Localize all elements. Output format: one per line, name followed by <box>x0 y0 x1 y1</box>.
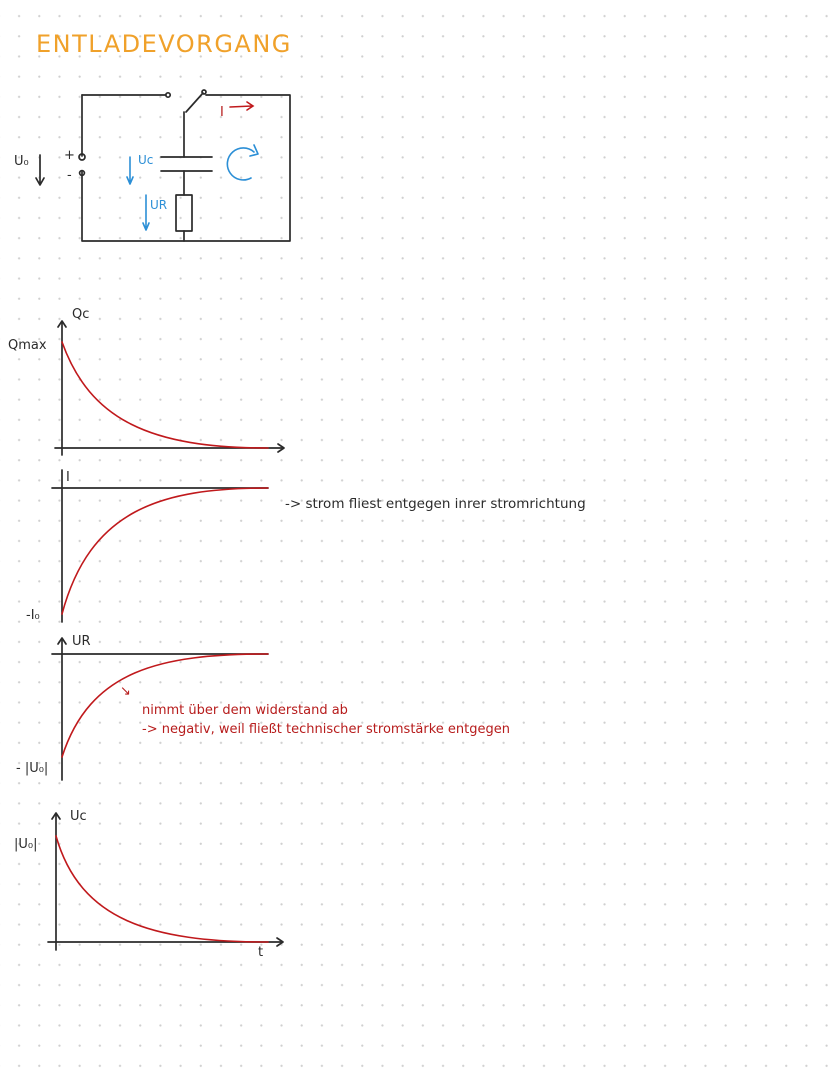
graph-qc-y-label: Qc <box>72 307 90 322</box>
resistor <box>175 194 193 232</box>
graph-qc-y-arrow <box>57 320 67 328</box>
graph-ur-curve <box>61 653 269 758</box>
terminal-minus <box>78 169 86 177</box>
terminal-plus <box>78 153 86 161</box>
source-arrow <box>35 154 45 186</box>
graph-qc-curve <box>61 341 269 449</box>
switch-lever <box>185 92 204 113</box>
graph-uc-x-arrow <box>276 937 284 947</box>
graph-qc-y-value: Qmax <box>8 338 47 353</box>
uc-label: Uc <box>138 153 154 167</box>
graph-ur-note-line1: nimmt über dem widerstand ab <box>142 703 348 718</box>
circuit-wire-top-right <box>81 94 291 242</box>
switch-contact <box>164 91 172 99</box>
graph-ur-note-arrow: ↘ <box>120 684 131 699</box>
ur-arrow <box>142 194 150 231</box>
circuit-diagram <box>35 89 291 242</box>
graph-i-y-value: -I₀ <box>26 608 40 623</box>
graph-ur-note-line2: -> negativ, weil fließt technischer stro… <box>142 722 511 737</box>
graph-i-note: -> strom fliest entgegen inrer stromrich… <box>285 496 586 512</box>
graph-uc-x-label: t <box>258 945 264 960</box>
uc-arrow <box>126 156 134 185</box>
graph-uc-curve <box>55 835 269 943</box>
source-voltage-label: U₀ <box>14 154 29 169</box>
graph-uc <box>47 812 284 951</box>
graph-qc-x-arrow <box>277 443 285 453</box>
graph-uc-y-arrow <box>51 812 61 820</box>
graph-i-y-label: I <box>66 470 70 485</box>
graph-uc-y-label: Uc <box>70 809 87 824</box>
graph-i <box>51 469 269 623</box>
page-title: ENTLADEVORGANG <box>36 30 292 58</box>
graph-uc-y-value: |U₀| <box>14 837 38 852</box>
terminal-minus-label: - <box>67 168 72 183</box>
loop-arrow <box>226 147 255 181</box>
current-label: I <box>220 105 224 120</box>
current-arrow <box>229 101 255 111</box>
terminal-plus-label: + <box>64 148 75 163</box>
ur-label: UR <box>150 198 168 212</box>
graph-ur-y-value: - |U₀| <box>16 761 49 776</box>
graph-ur-y-label: UR <box>72 634 91 649</box>
loop-arrow-head <box>249 144 259 157</box>
graph-ur <box>51 637 269 781</box>
graph-ur-y-arrow <box>57 637 67 645</box>
graph-i-curve <box>61 487 269 615</box>
switch-pivot <box>201 89 207 95</box>
graph-qc <box>54 320 285 456</box>
